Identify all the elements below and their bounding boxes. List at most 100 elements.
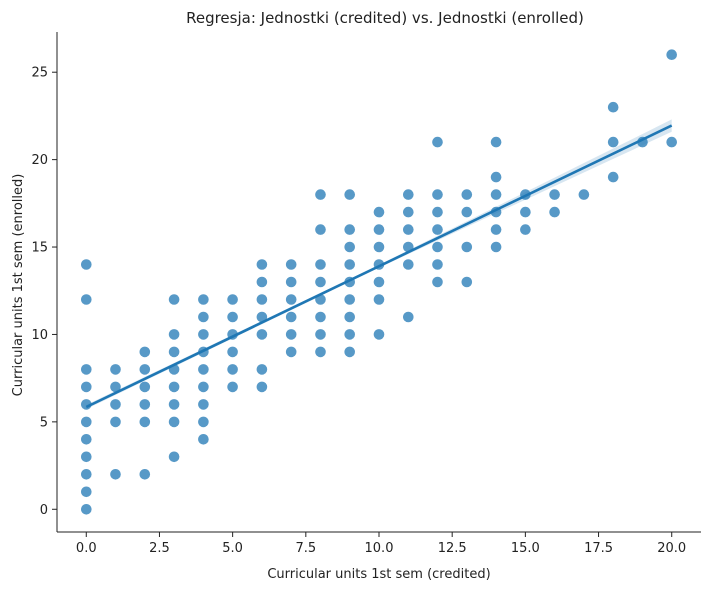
data-point (139, 469, 151, 480)
data-point (315, 259, 326, 270)
y-tick-label: 5 (40, 415, 48, 430)
data-point (403, 311, 414, 323)
data-point (227, 364, 238, 375)
data-point (227, 294, 238, 305)
data-point (520, 224, 531, 235)
data-point (285, 276, 297, 288)
data-point (344, 346, 356, 358)
data-point (432, 206, 443, 218)
x-tick-label: 5.0 (222, 541, 243, 556)
data-point (315, 311, 326, 323)
data-point (520, 206, 531, 218)
data-point (198, 329, 209, 340)
data-point (315, 329, 326, 340)
data-point (549, 206, 560, 218)
data-point (139, 364, 151, 375)
data-point (110, 381, 121, 393)
x-ticks: 0.0 2.5 5.0 7.5 10.0 12.5 15.0 17.5 20.0 (76, 532, 686, 556)
y-tick-label: 15 (31, 241, 48, 256)
data-point (227, 346, 238, 358)
data-point (110, 364, 121, 375)
x-tick-label: 0.0 (76, 541, 97, 556)
x-tick-label: 15.0 (511, 541, 540, 556)
data-point (168, 399, 180, 410)
data-point (285, 346, 297, 358)
data-point (490, 224, 502, 235)
data-point (198, 434, 209, 445)
data-point (432, 276, 443, 288)
data-point (344, 294, 356, 305)
data-point (432, 189, 443, 200)
data-point (81, 486, 92, 498)
data-point (373, 329, 385, 340)
data-point (81, 259, 92, 270)
data-point (256, 329, 268, 340)
data-point (490, 241, 502, 253)
data-point (315, 224, 326, 235)
data-point (81, 434, 92, 445)
data-point (139, 346, 151, 358)
data-point (285, 259, 297, 270)
data-point (607, 101, 619, 113)
data-point (315, 189, 326, 200)
chart-title: Regresja: Jednostki (credited) vs. Jedno… (186, 9, 584, 27)
data-point (578, 189, 590, 200)
data-point (666, 136, 677, 148)
data-point (432, 241, 443, 253)
data-point (168, 294, 180, 305)
data-point (139, 381, 151, 393)
data-point (666, 49, 677, 60)
data-point (168, 329, 180, 340)
x-tick-label: 12.5 (438, 541, 467, 556)
data-point (373, 206, 385, 218)
x-tick-label: 10.0 (365, 541, 394, 556)
data-point (110, 399, 121, 410)
data-point (110, 469, 121, 480)
data-point (81, 294, 92, 305)
data-point (81, 451, 92, 463)
regression-line (85, 124, 673, 409)
data-point (373, 224, 385, 235)
data-point (373, 276, 385, 288)
x-tick-label: 20.0 (657, 541, 686, 556)
data-point (344, 189, 356, 200)
data-point (490, 171, 502, 183)
y-ticks: 0 5 10 15 20 25 (31, 66, 57, 518)
y-tick-label: 25 (31, 66, 48, 81)
data-point (81, 469, 92, 480)
data-point (403, 189, 414, 200)
y-axis-label: Curricular units 1st sem (enrolled) (11, 174, 26, 397)
regression-line-layer (85, 124, 673, 409)
x-tick-label: 2.5 (149, 541, 170, 556)
data-point (256, 381, 268, 393)
data-point (315, 276, 326, 288)
data-point (139, 399, 151, 410)
data-point (549, 189, 560, 200)
data-point (227, 311, 238, 323)
data-point (344, 329, 356, 340)
data-point (285, 311, 297, 323)
data-point (198, 294, 209, 305)
data-point (256, 259, 268, 270)
data-point (344, 224, 356, 235)
data-point (139, 416, 151, 428)
y-tick-label: 0 (40, 503, 48, 518)
data-point (81, 381, 92, 393)
data-point (168, 451, 180, 463)
data-point (461, 276, 473, 288)
data-point (403, 206, 414, 218)
data-point (81, 364, 92, 375)
data-point (256, 276, 268, 288)
data-point (344, 241, 356, 253)
data-point (607, 171, 619, 183)
data-point (256, 311, 268, 323)
data-point (373, 294, 385, 305)
data-point (168, 416, 180, 428)
data-point (256, 364, 268, 375)
data-point (461, 241, 473, 253)
data-point (490, 136, 502, 148)
y-tick-label: 10 (31, 328, 48, 343)
data-point (256, 294, 268, 305)
